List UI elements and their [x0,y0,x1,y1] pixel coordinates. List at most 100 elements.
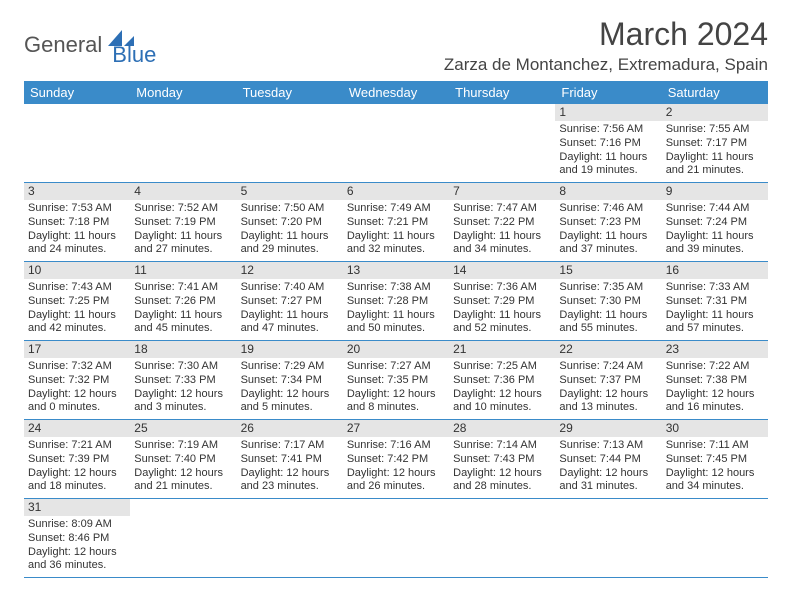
day-number: 16 [662,262,768,279]
day-number: 31 [24,499,130,516]
weekday-header: Saturday [662,81,768,104]
sunset-text: Sunset: 7:25 PM [28,295,126,309]
calendar-day-cell: 5Sunrise: 7:50 AMSunset: 7:20 PMDaylight… [237,183,343,262]
daylight-text: Daylight: 12 hours and 8 minutes. [347,388,445,416]
day-number: 8 [555,183,661,200]
sunset-text: Sunset: 7:17 PM [666,137,764,151]
daylight-text: Daylight: 11 hours and 37 minutes. [559,230,657,258]
sunrise-text: Sunrise: 7:14 AM [453,439,551,453]
calendar-day-cell: 22Sunrise: 7:24 AMSunset: 7:37 PMDayligh… [555,341,661,420]
daylight-text: Daylight: 11 hours and 24 minutes. [28,230,126,258]
sunset-text: Sunset: 7:27 PM [241,295,339,309]
sunset-text: Sunset: 7:33 PM [134,374,232,388]
calendar-day-cell: 17Sunrise: 7:32 AMSunset: 7:32 PMDayligh… [24,341,130,420]
weekday-header: Thursday [449,81,555,104]
calendar-week-row: 31Sunrise: 8:09 AMSunset: 8:46 PMDayligh… [24,499,768,578]
sunset-text: Sunset: 7:26 PM [134,295,232,309]
calendar-day-cell: 10 Sunrise: 7:43 AMSunset: 7:25 PMDayligh… [24,262,130,341]
daylight-text: Daylight: 12 hours and 28 minutes. [453,467,551,495]
day-number: 12 [237,262,343,279]
calendar-day-cell: 6Sunrise: 7:49 AMSunset: 7:21 PMDaylight… [343,183,449,262]
calendar-empty-cell [237,104,343,183]
calendar-day-cell: 1Sunrise: 7:56 AMSunset: 7:16 PMDaylight… [555,104,661,183]
sunrise-text: Sunrise: 7:44 AM [666,202,764,216]
day-number: 27 [343,420,449,437]
sunrise-text: Sunrise: 7:56 AM [559,123,657,137]
calendar-empty-cell [24,104,130,183]
daylight-text: Daylight: 11 hours and 39 minutes. [666,230,764,258]
brand-part2: Blue [112,42,156,68]
daylight-text: Daylight: 12 hours and 3 minutes. [134,388,232,416]
daylight-text: Daylight: 12 hours and 34 minutes. [666,467,764,495]
sunset-text: Sunset: 7:30 PM [559,295,657,309]
daylight-text: Daylight: 11 hours and 21 minutes. [666,151,764,179]
sunset-text: Sunset: 7:34 PM [241,374,339,388]
sunrise-text: Sunrise: 7:21 AM [28,439,126,453]
calendar-day-cell: 28Sunrise: 7:14 AMSunset: 7:43 PMDayligh… [449,420,555,499]
sunrise-text: Sunrise: 7:29 AM [241,360,339,374]
page-header: General Blue March 2024 Zarza de Montanc… [24,16,768,75]
sunset-text: Sunset: 7:42 PM [347,453,445,467]
sunrise-text: Sunrise: 7:52 AM [134,202,232,216]
sunrise-text: Sunrise: 7:33 AM [666,281,764,295]
daylight-text: Daylight: 11 hours and 32 minutes. [347,230,445,258]
sunset-text: Sunset: 7:20 PM [241,216,339,230]
day-number: 10 [24,262,130,279]
day-number: 29 [555,420,661,437]
sunrise-text: Sunrise: 7:47 AM [453,202,551,216]
sunrise-text: Sunrise: 7:17 AM [241,439,339,453]
sunrise-text: Sunrise: 7:43 AM [28,281,126,295]
day-number: 7 [449,183,555,200]
sunset-text: Sunset: 7:21 PM [347,216,445,230]
weekday-header-row: SundayMondayTuesdayWednesdayThursdayFrid… [24,81,768,104]
sunrise-text: Sunrise: 7:24 AM [559,360,657,374]
sunset-text: Sunset: 7:16 PM [559,137,657,151]
calendar-empty-cell [237,499,343,578]
daylight-text: Daylight: 11 hours and 50 minutes. [347,309,445,337]
sunrise-text: Sunrise: 7:36 AM [453,281,551,295]
day-number: 24 [24,420,130,437]
calendar-empty-cell [343,104,449,183]
calendar-empty-cell [449,104,555,183]
calendar-day-cell: 9Sunrise: 7:44 AMSunset: 7:24 PMDaylight… [662,183,768,262]
sunset-text: Sunset: 7:24 PM [666,216,764,230]
day-number: 18 [130,341,236,358]
sunset-text: Sunset: 7:40 PM [134,453,232,467]
sunrise-text: Sunrise: 7:49 AM [347,202,445,216]
daylight-text: Daylight: 12 hours and 13 minutes. [559,388,657,416]
sunset-text: Sunset: 7:29 PM [453,295,551,309]
sunrise-text: Sunrise: 7:19 AM [134,439,232,453]
daylight-text: Daylight: 12 hours and 16 minutes. [666,388,764,416]
sunrise-text: Sunrise: 7:38 AM [347,281,445,295]
sunrise-text: Sunrise: 7:41 AM [134,281,232,295]
calendar-empty-cell [449,499,555,578]
calendar-day-cell: 25Sunrise: 7:19 AMSunset: 7:40 PMDayligh… [130,420,236,499]
calendar-empty-cell [662,499,768,578]
calendar-week-row: 3Sunrise: 7:53 AMSunset: 7:18 PMDaylight… [24,183,768,262]
weekday-header: Friday [555,81,661,104]
day-number: 20 [343,341,449,358]
day-number: 5 [237,183,343,200]
day-number: 2 [662,104,768,121]
calendar-day-cell: 3Sunrise: 7:53 AMSunset: 7:18 PMDaylight… [24,183,130,262]
calendar-empty-cell [555,499,661,578]
calendar-day-cell: 21Sunrise: 7:25 AMSunset: 7:36 PMDayligh… [449,341,555,420]
day-number: 15 [555,262,661,279]
calendar-week-row: 10Sunrise: 7:43 AMSunset: 7:25 PMDayligh… [24,262,768,341]
calendar-day-cell: 2Sunrise: 7:55 AMSunset: 7:17 PMDaylight… [662,104,768,183]
weekday-header: Monday [130,81,236,104]
day-number: 23 [662,341,768,358]
calendar-week-row: 1Sunrise: 7:56 AMSunset: 7:16 PMDaylight… [24,104,768,183]
calendar-day-cell: 15Sunrise: 7:35 AMSunset: 7:30 PMDayligh… [555,262,661,341]
calendar-day-cell: 26Sunrise: 7:17 AMSunset: 7:41 PMDayligh… [237,420,343,499]
calendar-day-cell: 12Sunrise: 7:40 AMSunset: 7:27 PMDayligh… [237,262,343,341]
daylight-text: Daylight: 11 hours and 42 minutes. [28,309,126,337]
sunset-text: Sunset: 7:36 PM [453,374,551,388]
calendar-day-cell: 23Sunrise: 7:22 AMSunset: 7:38 PMDayligh… [662,341,768,420]
sunrise-text: Sunrise: 7:46 AM [559,202,657,216]
daylight-text: Daylight: 11 hours and 52 minutes. [453,309,551,337]
calendar-body: 1Sunrise: 7:56 AMSunset: 7:16 PMDaylight… [24,104,768,578]
sunset-text: Sunset: 7:44 PM [559,453,657,467]
sunset-text: Sunset: 7:35 PM [347,374,445,388]
calendar-day-cell: 27Sunrise: 7:16 AMSunset: 7:42 PMDayligh… [343,420,449,499]
